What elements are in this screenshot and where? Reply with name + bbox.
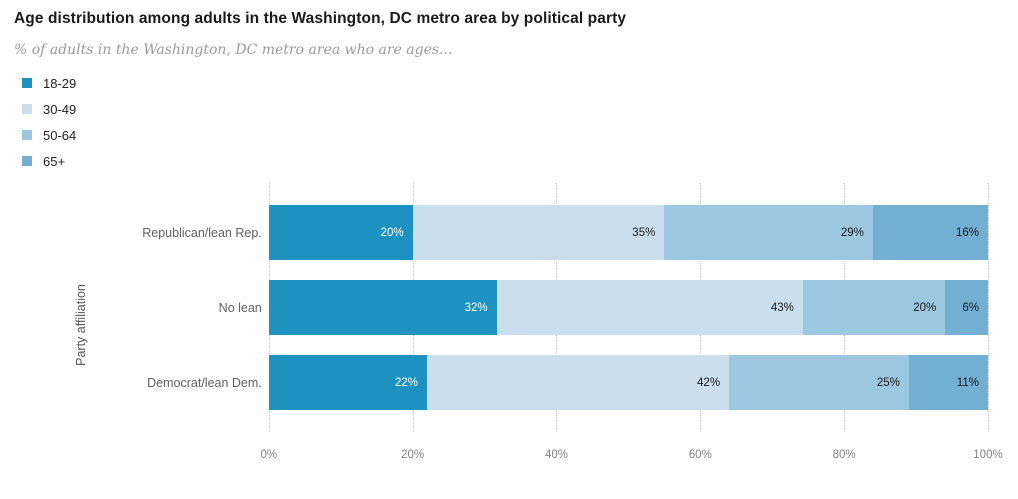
legend-label: 18-29 [43,75,77,91]
x-tick-label: 100% [973,449,1003,461]
x-tick-label: 80% [832,449,856,461]
bar-row: Republican/lean Rep. 20% 35% 29% 16% [122,205,988,260]
legend-swatch-icon [22,130,32,140]
stacked-bar: 32% 43% 20% 6% [268,280,988,335]
stacked-bar: 20% 35% 29% 16% [268,205,988,260]
x-axis-ticks: 0% 20% 40% 60% 80% 100% [260,432,1002,466]
category-label: No lean [218,300,262,315]
bar-segment: 16% [872,205,988,260]
x-tick-label: 40% [544,449,568,461]
bar-row: No lean 32% 43% 20% 6% [122,280,988,335]
legend-item: 65+ [22,148,1018,174]
legend: 18-29 30-49 50-64 65+ [0,58,1018,174]
bar-segment: 6% [945,280,988,335]
legend-label: 65+ [43,153,66,169]
x-tick-label: 20% [401,449,425,461]
bar-segment: 22% [268,355,427,410]
bar-segment: 20% [802,280,946,335]
plot-wrap: Republican/lean Rep. 20% 35% 29% 16% No lean 3… [122,183,1003,466]
bar-segment: 20% [268,205,413,260]
category-label: Democrat/lean Dem. [147,375,262,390]
bar-segment: 35% [412,205,665,260]
bar-segment: 25% [729,355,909,410]
chart-area: Party affiliation Republican/lean Rep. 20… [40,183,1003,466]
bar-segment: 11% [908,355,988,410]
legend-swatch-icon [22,104,32,114]
bar-segment: 29% [664,205,873,260]
gridline [988,183,989,432]
y-axis-label: Party affiliation [73,283,88,366]
bar-segment: 32% [268,280,497,335]
legend-swatch-icon [22,156,32,166]
bar-segment: 43% [496,280,803,335]
y-axis-label-container: Party affiliation [40,183,122,466]
legend-item: 50-64 [22,122,1018,148]
chart-subtitle: % of adults in the Washington, DC metro … [14,42,453,58]
bar-row: Democrat/lean Dem. 22% 42% 25% 11% [122,355,988,410]
x-tick-label: 0% [260,449,278,461]
legend-label: 30-49 [43,101,77,117]
chart-title: Age distribution among adults in the Was… [14,10,627,27]
legend-label: 50-64 [43,127,77,143]
plot-area: Republican/lean Rep. 20% 35% 29% 16% No lean 3… [122,183,989,432]
bar-segment: 42% [426,355,730,410]
stacked-bar: 22% 42% 25% 11% [268,355,988,410]
legend-swatch-icon [22,78,32,88]
category-label: Republican/lean Rep. [142,225,262,240]
legend-item: 18-29 [22,70,1018,96]
x-tick-label: 60% [688,449,712,461]
legend-item: 30-49 [22,96,1018,122]
